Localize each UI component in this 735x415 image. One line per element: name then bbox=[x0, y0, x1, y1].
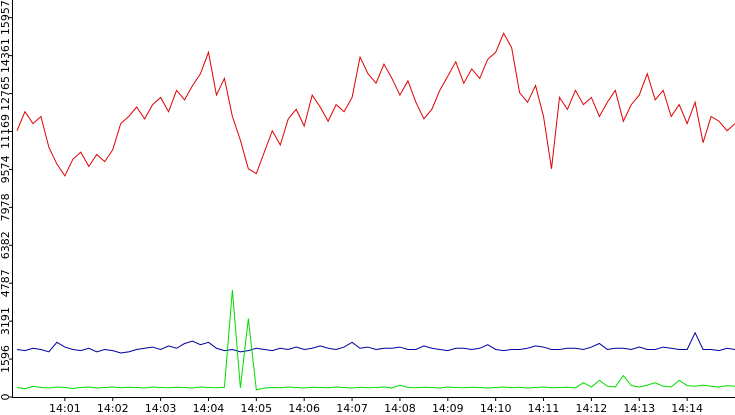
x-tick-label: 14:05 bbox=[240, 402, 272, 415]
y-tick-label: 3191 bbox=[0, 307, 12, 335]
series-line bbox=[16, 32, 735, 177]
y-tick-label: 7978 bbox=[0, 193, 12, 221]
y-tick-label: 12765 bbox=[0, 76, 12, 111]
y-tick-label: 0 bbox=[0, 394, 12, 401]
y-tick-label: 1596 bbox=[0, 345, 12, 373]
x-tick-label: 14:04 bbox=[193, 402, 225, 415]
x-tick-label: 14:02 bbox=[97, 402, 129, 415]
y-tick-label: 11169 bbox=[0, 114, 12, 149]
y-tick-label: 9574 bbox=[0, 155, 12, 183]
x-tick-label: 14:14 bbox=[671, 402, 703, 415]
x-tick-label: 14:07 bbox=[336, 402, 368, 415]
y-tick-label: 4787 bbox=[0, 269, 12, 297]
x-tick-label: 14:11 bbox=[528, 402, 560, 415]
series-line bbox=[16, 331, 735, 354]
series-line bbox=[16, 289, 735, 391]
x-tick-label: 14:06 bbox=[288, 402, 320, 415]
x-tick-label: 14:01 bbox=[49, 402, 81, 415]
y-tick-label: 14361 bbox=[0, 38, 12, 73]
x-tick-label: 14:09 bbox=[432, 402, 464, 415]
y-tick-label: 15957 bbox=[0, 0, 12, 35]
x-tick-label: 14:08 bbox=[384, 402, 416, 415]
x-tick-label: 14:03 bbox=[145, 402, 177, 415]
x-tick-label: 14:13 bbox=[623, 402, 655, 415]
y-tick-label: 6382 bbox=[0, 231, 12, 259]
x-tick-label: 14:12 bbox=[576, 402, 608, 415]
x-tick-label: 14:10 bbox=[480, 402, 512, 415]
